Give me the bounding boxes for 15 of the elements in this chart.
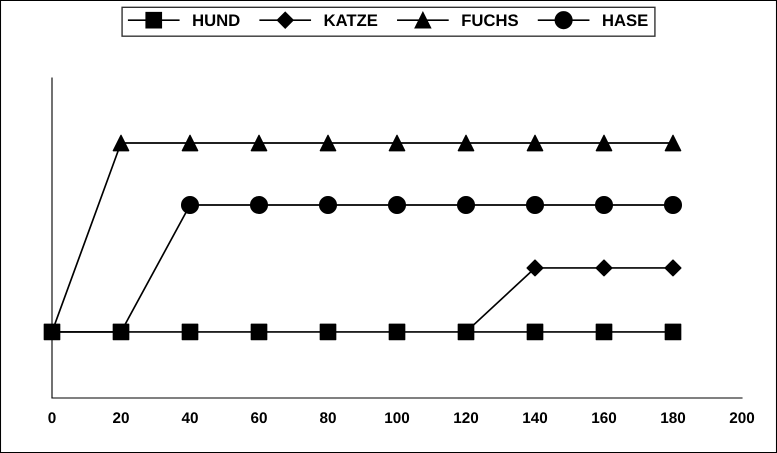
x-tick-label: 120 [454, 412, 478, 424]
legend-label: FUCHS [462, 14, 518, 26]
x-tick-label: 80 [320, 412, 336, 424]
x-tick-label: 20 [113, 412, 129, 424]
x-tick-label: 160 [592, 412, 616, 424]
legend-label: KATZE [324, 14, 378, 26]
legend-label: HASE [603, 14, 648, 26]
x-tick-label: 60 [251, 412, 267, 424]
x-tick-label: 100 [385, 412, 410, 424]
x-tick-label: 140 [523, 412, 548, 424]
x-tick-label: 40 [182, 412, 198, 424]
x-tick-label: 200 [730, 412, 754, 424]
legend-label: HUND [193, 14, 240, 26]
x-tick-label: 0 [48, 412, 56, 424]
x-tick-label: 180 [661, 412, 686, 424]
